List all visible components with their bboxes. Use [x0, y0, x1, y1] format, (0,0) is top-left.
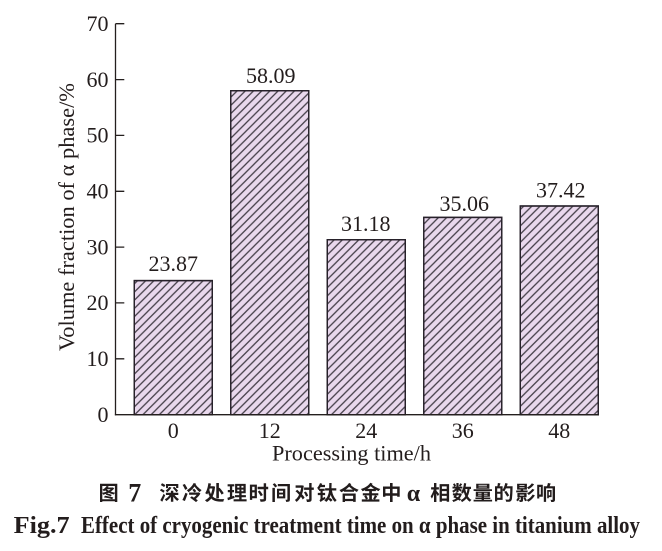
- svg-text:40: 40: [87, 179, 109, 204]
- svg-text:70: 70: [87, 11, 109, 36]
- svg-text:35.06: 35.06: [440, 191, 490, 216]
- svg-text:Fig.7: Fig.7: [14, 513, 70, 539]
- svg-text:Effect of cryogenic treatment: Effect of cryogenic treatment time on α …: [81, 513, 640, 539]
- svg-text:58.09: 58.09: [246, 63, 296, 88]
- svg-text:36: 36: [452, 418, 474, 443]
- svg-text:0: 0: [168, 418, 179, 443]
- svg-text:23.87: 23.87: [149, 251, 199, 276]
- svg-text:50: 50: [87, 123, 109, 148]
- svg-text:α: α: [407, 481, 421, 507]
- svg-text:37.42: 37.42: [536, 177, 586, 202]
- svg-text:48: 48: [548, 418, 570, 443]
- svg-text:10: 10: [87, 346, 109, 371]
- svg-text:0: 0: [98, 402, 109, 427]
- svg-text:30: 30: [87, 234, 109, 259]
- svg-text:12: 12: [259, 418, 281, 443]
- svg-text:60: 60: [87, 67, 109, 92]
- svg-text:20: 20: [87, 290, 109, 315]
- svg-text:31.18: 31.18: [341, 211, 391, 236]
- svg-text:24: 24: [355, 418, 377, 443]
- svg-text:7: 7: [128, 478, 141, 507]
- svg-text:Volume fraction of α phase/%: Volume fraction of α phase/%: [54, 83, 79, 351]
- svg-text:Processing time/h: Processing time/h: [272, 441, 431, 466]
